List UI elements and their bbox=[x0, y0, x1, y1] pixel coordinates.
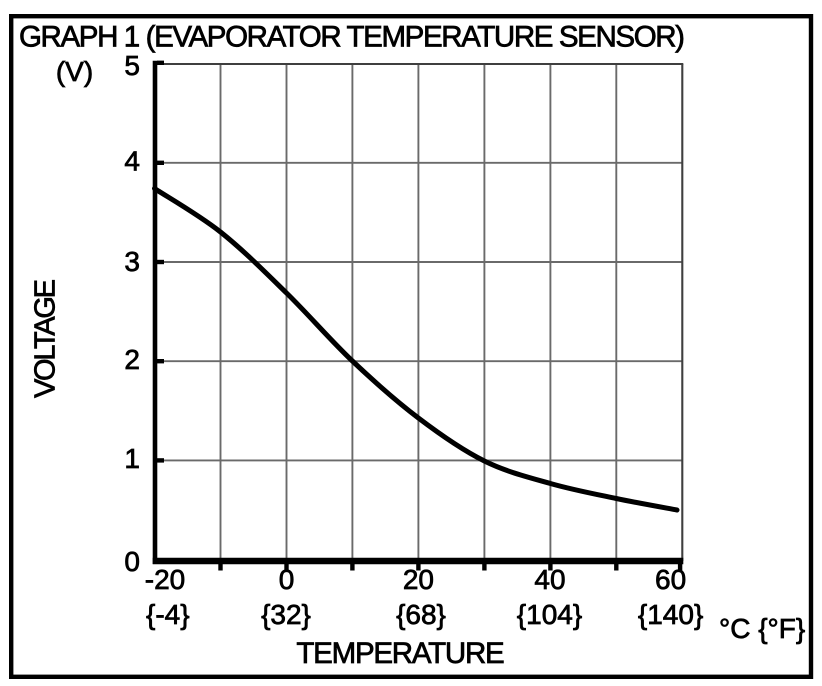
svg-text:{32}: {32} bbox=[261, 599, 311, 630]
svg-text:TEMPERATURE: TEMPERATURE bbox=[296, 637, 504, 670]
svg-text:{68}: {68} bbox=[396, 599, 446, 630]
svg-text:VOLTAGE: VOLTAGE bbox=[30, 279, 62, 398]
svg-text:40: 40 bbox=[534, 564, 565, 595]
svg-text:°C {°F}: °C {°F} bbox=[719, 613, 805, 644]
svg-text:2: 2 bbox=[124, 344, 140, 375]
svg-text:0: 0 bbox=[124, 546, 140, 577]
svg-text:1: 1 bbox=[124, 443, 140, 474]
svg-text:GRAPH 1 (EVAPORATOR TEMPERATUR: GRAPH 1 (EVAPORATOR TEMPERATURE SENSOR) bbox=[19, 21, 685, 54]
svg-text:{140}: {140} bbox=[638, 599, 703, 630]
svg-text:0: 0 bbox=[279, 564, 295, 595]
svg-text:5: 5 bbox=[124, 50, 140, 81]
svg-text:4: 4 bbox=[124, 146, 140, 177]
svg-text:20: 20 bbox=[403, 564, 434, 595]
svg-text:{104}: {104} bbox=[517, 599, 582, 630]
svg-text:3: 3 bbox=[124, 246, 140, 277]
svg-text:(V): (V) bbox=[56, 56, 93, 87]
svg-text:-20: -20 bbox=[145, 564, 185, 595]
svg-text:60: 60 bbox=[655, 564, 686, 595]
svg-text:{-4}: {-4} bbox=[146, 599, 190, 630]
